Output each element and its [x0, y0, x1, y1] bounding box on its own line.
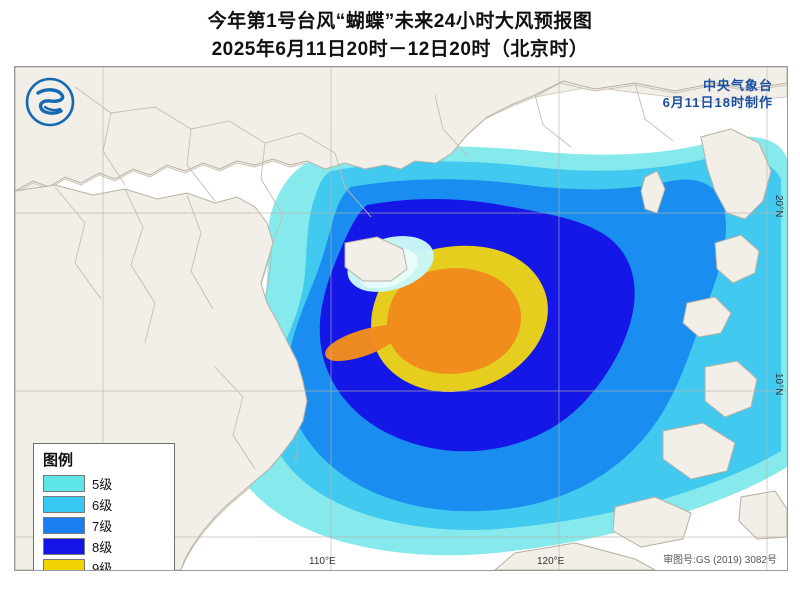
cma-logo-icon — [25, 77, 75, 127]
issuing-office-stamp: 中央气象台 6月11日18时制作 — [663, 77, 773, 111]
legend-label-8: 8级 — [92, 540, 113, 555]
title-line-1: 今年第1号台风“蝴蝶”未来24小时大风预报图 — [207, 11, 593, 32]
legend-swatch-8 — [43, 538, 85, 555]
org-issue-time: 6月11日18时制作 — [662, 95, 773, 110]
lat-label-10n: 10°N — [773, 373, 784, 396]
legend-swatch-7 — [43, 517, 85, 534]
legend-item-6: 6级 — [43, 494, 174, 515]
legend-label-6: 6级 — [92, 498, 113, 513]
legend-item-8: 8级 — [43, 536, 174, 557]
lon-label-120e: 120°E — [537, 556, 565, 567]
map-canvas[interactable]: 100°E 110°E 120°E 20°N 10°N 中央气象台 6月11日1… — [14, 66, 788, 571]
legend-label-5: 5级 — [92, 477, 113, 492]
page-title: 今年第1号台风“蝴蝶”未来24小时大风预报图 2025年6月11日20时－12日… — [0, 8, 800, 64]
lon-label-110e: 110°E — [309, 556, 336, 567]
legend-panel: 图例 5级 6级 7级 8级 9级 10 — [33, 443, 175, 571]
legend-item-9: 9级 — [43, 557, 174, 571]
org-name: 中央气象台 — [702, 78, 773, 93]
legend-label-7: 7级 — [92, 519, 113, 534]
legend-title: 图例 — [43, 452, 74, 469]
legend-label-9: 9级 — [92, 561, 113, 571]
legend-swatch-6 — [43, 496, 85, 513]
legend-item-7: 7级 — [43, 515, 174, 536]
lat-label-20n: 20°N — [773, 195, 784, 218]
legend-swatch-5 — [43, 475, 85, 492]
legend-item-5: 5级 — [43, 473, 174, 494]
map-approval-number: 审图号:GS (2019) 3082号 — [663, 555, 777, 566]
title-line-2: 2025年6月11日20时－12日20时（北京时） — [211, 39, 589, 60]
legend-swatch-9 — [43, 559, 85, 570]
